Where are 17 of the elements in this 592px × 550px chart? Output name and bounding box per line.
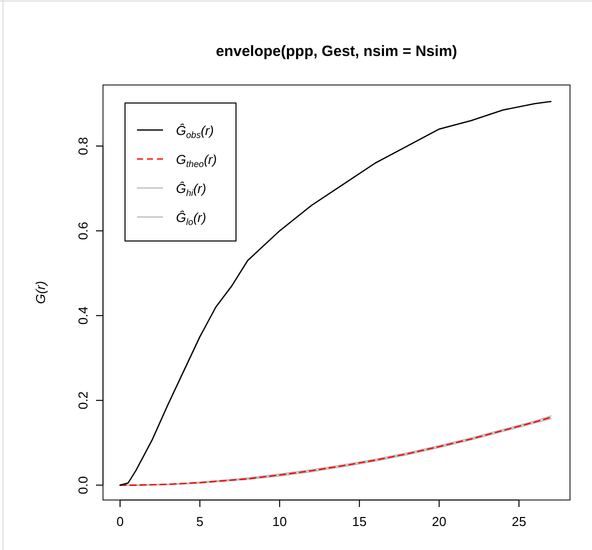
x-tick-label: 20: [432, 514, 446, 530]
legend-label: G$_{theo}$(r): [176, 152, 217, 169]
legend-label: Ĝ$_{hi}$(r): [176, 181, 206, 198]
y-tick-label: 0.0: [76, 476, 91, 494]
y-axis-title: G(r): [33, 280, 48, 304]
legend-label: Ĝ$_{lo}$(r): [176, 210, 206, 227]
y-tick-label: 0.2: [76, 391, 91, 410]
x-tick-label: 5: [196, 514, 204, 530]
x-tick-label: 0: [116, 514, 124, 530]
legend-label: Ĝ$_{obs}$(r): [176, 123, 214, 140]
x-tick-label: 10: [272, 514, 287, 530]
x-tick-label: 25: [512, 514, 526, 530]
y-tick-label: 0.8: [76, 137, 91, 156]
x-tick-label: 15: [352, 514, 367, 530]
y-tick-label: 0.6: [76, 222, 91, 240]
chart-title: envelope(ppp, Gest, nsim = Nsim): [216, 43, 458, 60]
y-tick-label: 0.4: [76, 306, 91, 325]
